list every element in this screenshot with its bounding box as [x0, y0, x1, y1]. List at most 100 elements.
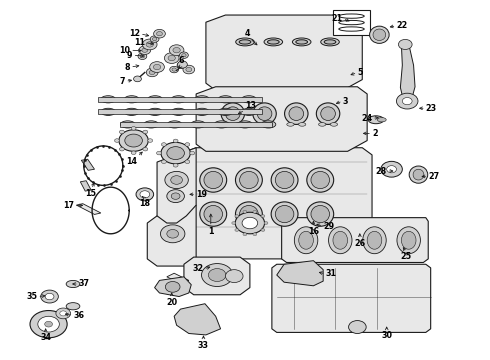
- Circle shape: [115, 139, 120, 142]
- Text: 8: 8: [124, 63, 130, 72]
- Circle shape: [160, 225, 185, 243]
- Circle shape: [173, 139, 178, 143]
- Circle shape: [142, 48, 148, 52]
- FancyBboxPatch shape: [121, 122, 272, 127]
- Ellipse shape: [271, 202, 298, 226]
- Text: 10: 10: [119, 46, 130, 55]
- Circle shape: [165, 171, 188, 189]
- Ellipse shape: [285, 103, 308, 125]
- Ellipse shape: [240, 171, 258, 189]
- Ellipse shape: [324, 40, 336, 44]
- Circle shape: [157, 151, 161, 155]
- Circle shape: [138, 53, 147, 59]
- Circle shape: [171, 193, 180, 199]
- Circle shape: [139, 46, 151, 54]
- Circle shape: [387, 166, 396, 173]
- Circle shape: [261, 215, 265, 217]
- Ellipse shape: [221, 103, 245, 125]
- Text: 23: 23: [426, 104, 437, 113]
- Ellipse shape: [127, 110, 136, 114]
- Ellipse shape: [264, 122, 273, 127]
- Circle shape: [148, 139, 153, 142]
- Text: 18: 18: [139, 199, 150, 208]
- Ellipse shape: [242, 96, 256, 103]
- Ellipse shape: [218, 108, 233, 116]
- Circle shape: [185, 160, 190, 163]
- Polygon shape: [277, 261, 323, 286]
- Circle shape: [120, 147, 124, 151]
- Circle shape: [172, 68, 176, 71]
- Circle shape: [167, 229, 178, 238]
- Text: 19: 19: [196, 190, 207, 199]
- Ellipse shape: [236, 202, 262, 226]
- Circle shape: [243, 210, 247, 213]
- Polygon shape: [157, 148, 196, 223]
- Text: 15: 15: [86, 189, 97, 198]
- Ellipse shape: [299, 231, 314, 249]
- Circle shape: [131, 151, 136, 154]
- Text: 1: 1: [208, 226, 214, 235]
- Ellipse shape: [377, 118, 386, 122]
- Circle shape: [173, 163, 178, 167]
- Circle shape: [161, 160, 166, 163]
- Ellipse shape: [397, 227, 420, 254]
- Ellipse shape: [339, 14, 364, 18]
- Circle shape: [179, 52, 188, 58]
- Circle shape: [167, 147, 184, 159]
- Ellipse shape: [200, 202, 227, 226]
- Circle shape: [164, 53, 179, 63]
- Circle shape: [235, 212, 265, 234]
- Text: 21: 21: [332, 14, 343, 23]
- Circle shape: [120, 130, 124, 134]
- Polygon shape: [76, 204, 101, 215]
- Ellipse shape: [167, 121, 182, 128]
- Text: 32: 32: [193, 265, 203, 274]
- Ellipse shape: [329, 227, 352, 254]
- Circle shape: [143, 130, 148, 134]
- Text: 26: 26: [354, 239, 366, 248]
- Ellipse shape: [261, 121, 276, 128]
- Ellipse shape: [339, 21, 364, 25]
- Ellipse shape: [225, 107, 240, 121]
- Ellipse shape: [217, 122, 226, 127]
- Circle shape: [171, 176, 182, 184]
- Ellipse shape: [218, 96, 233, 103]
- Polygon shape: [196, 87, 367, 151]
- Circle shape: [177, 62, 186, 68]
- Ellipse shape: [245, 110, 253, 114]
- Polygon shape: [206, 15, 362, 90]
- Ellipse shape: [127, 97, 136, 102]
- Ellipse shape: [144, 121, 159, 128]
- Ellipse shape: [321, 38, 339, 46]
- Circle shape: [45, 321, 52, 327]
- Ellipse shape: [333, 231, 347, 249]
- Ellipse shape: [298, 123, 306, 126]
- Ellipse shape: [236, 38, 254, 46]
- Ellipse shape: [238, 121, 252, 128]
- Ellipse shape: [123, 122, 132, 127]
- Polygon shape: [80, 181, 91, 191]
- Circle shape: [261, 229, 265, 231]
- Ellipse shape: [255, 123, 262, 126]
- Ellipse shape: [104, 97, 113, 102]
- Text: 31: 31: [326, 269, 337, 278]
- Ellipse shape: [221, 110, 230, 114]
- Ellipse shape: [197, 110, 206, 114]
- Circle shape: [152, 37, 157, 41]
- Ellipse shape: [195, 108, 209, 116]
- Circle shape: [147, 68, 158, 77]
- Circle shape: [177, 61, 187, 68]
- Circle shape: [41, 290, 58, 303]
- Circle shape: [396, 93, 418, 109]
- Ellipse shape: [287, 123, 294, 126]
- Ellipse shape: [241, 122, 249, 127]
- Ellipse shape: [275, 171, 294, 189]
- Ellipse shape: [294, 227, 318, 254]
- Text: 22: 22: [396, 21, 408, 30]
- Text: 13: 13: [245, 101, 256, 110]
- Circle shape: [56, 308, 71, 319]
- Circle shape: [30, 311, 67, 338]
- Text: 25: 25: [401, 252, 412, 261]
- FancyBboxPatch shape: [98, 109, 262, 114]
- Text: 2: 2: [372, 129, 378, 138]
